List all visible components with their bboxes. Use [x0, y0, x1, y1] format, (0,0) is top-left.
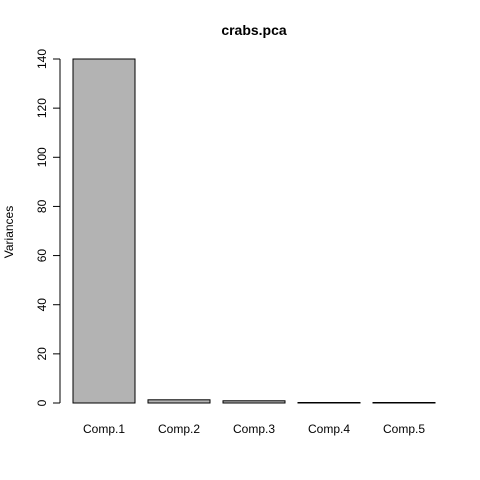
- x-tick-label: Comp.2: [158, 422, 200, 436]
- x-axis-labels: Comp.1 Comp.2 Comp.3 Comp.4 Comp.5: [83, 422, 425, 436]
- x-tick-label: Comp.3: [233, 422, 275, 436]
- y-tick-label: 120: [35, 98, 49, 118]
- y-axis: 0 20 40 60 80 100 120 140: [35, 49, 61, 406]
- bar-comp-1: [72, 58, 136, 404]
- y-tick-label: 0: [35, 399, 49, 406]
- bar-comp-2: [147, 399, 211, 404]
- y-tick-label: 60: [35, 249, 49, 263]
- y-tick-label: 80: [35, 199, 49, 213]
- y-tick-label: 40: [35, 298, 49, 312]
- bar-comp-3: [222, 400, 286, 404]
- x-tick-label: Comp.1: [83, 422, 125, 436]
- x-tick-label: Comp.4: [308, 422, 350, 436]
- y-axis-label: Variances: [2, 206, 16, 258]
- y-tick-label: 100: [35, 147, 49, 167]
- x-tick-label: Comp.5: [383, 422, 425, 436]
- bar-comp-4: [297, 402, 361, 404]
- bar-comp-5: [372, 402, 436, 404]
- y-tick-label: 20: [35, 347, 49, 361]
- y-tick-label: 140: [35, 49, 49, 69]
- bars: [72, 58, 436, 404]
- chart-title: crabs.pca: [221, 22, 287, 38]
